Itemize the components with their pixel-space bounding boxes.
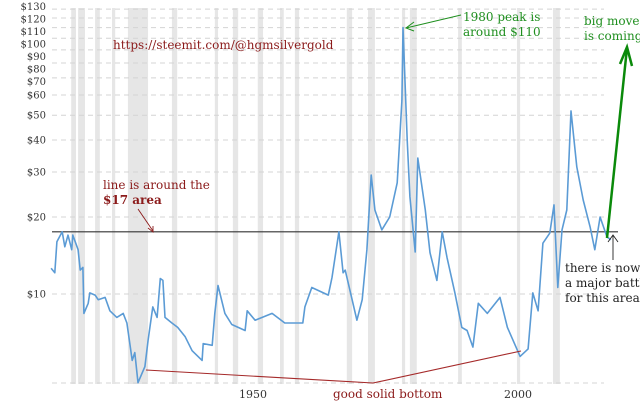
battle-annotation-line3: for this area (565, 291, 640, 305)
y-tick-label: $70 (27, 77, 46, 88)
battle-arrow (607, 234, 619, 260)
recession-band (95, 8, 100, 384)
y-tick-label: $50 (27, 111, 46, 122)
recession-band (257, 8, 264, 384)
y-tick-label: $90 (27, 52, 46, 63)
x-tick-label: 2000 (504, 388, 532, 401)
peak-annotation-line2: around $110 (463, 25, 541, 39)
y-tick-label: $30 (27, 168, 46, 179)
y-tick-label: $20 (27, 213, 46, 224)
recession-band (458, 8, 462, 384)
line-arrow (137, 208, 154, 233)
line-annotation-line2: $17 area (103, 193, 162, 207)
battle-annotation-line1: there is now (565, 261, 640, 275)
move-annotation-line1: big move (584, 14, 640, 28)
silver-price-line (50, 26, 612, 384)
y-tick-label: $80 (27, 65, 46, 76)
bottom-support-line (145, 350, 522, 384)
recession-band (71, 8, 76, 384)
recession-band (346, 8, 353, 384)
recession-band (368, 8, 375, 384)
peak-annotation-line1: 1980 peak is (463, 10, 540, 24)
recession-band (552, 8, 560, 384)
bottom-annotation: good solid bottom (333, 387, 443, 401)
y-tick-label: $130 (21, 2, 46, 13)
url-annotation: https://steemit.com/@hgmsilvergold (113, 38, 334, 52)
y-tick-label: $40 (27, 136, 46, 147)
y-tick-label: $100 (21, 40, 46, 51)
big-move-arrow (605, 43, 634, 239)
recession-band (171, 8, 178, 384)
x-axis-ticks: 1950 2000 (239, 388, 532, 401)
recession-band (127, 8, 149, 384)
x-tick-label: 1950 (239, 388, 267, 401)
recession-band (280, 8, 284, 384)
recession-band (78, 8, 85, 384)
gridlines (52, 8, 604, 384)
recession-band (409, 8, 417, 384)
recession-band (214, 8, 219, 384)
recession-band (232, 8, 239, 384)
battle-annotation-line2: a major battle (565, 276, 640, 290)
y-tick-label: $60 (27, 91, 46, 102)
peak-arrow (404, 14, 462, 32)
recession-band (294, 8, 300, 384)
line-annotation-line1: line is around the (103, 178, 210, 192)
y-axis-ticks: $130 $120$110 $100$90 $80$70 $60 $50 $40 $30 $20… (21, 2, 46, 301)
y-tick-label: $110 (21, 27, 46, 38)
y-tick-label: $10 (27, 290, 46, 301)
recession-bands (71, 8, 560, 384)
recession-band (112, 8, 116, 384)
y-tick-label: $120 (21, 15, 46, 26)
move-annotation-line2: is coming (584, 29, 640, 43)
recession-band (516, 8, 521, 384)
recession-band (401, 8, 406, 384)
